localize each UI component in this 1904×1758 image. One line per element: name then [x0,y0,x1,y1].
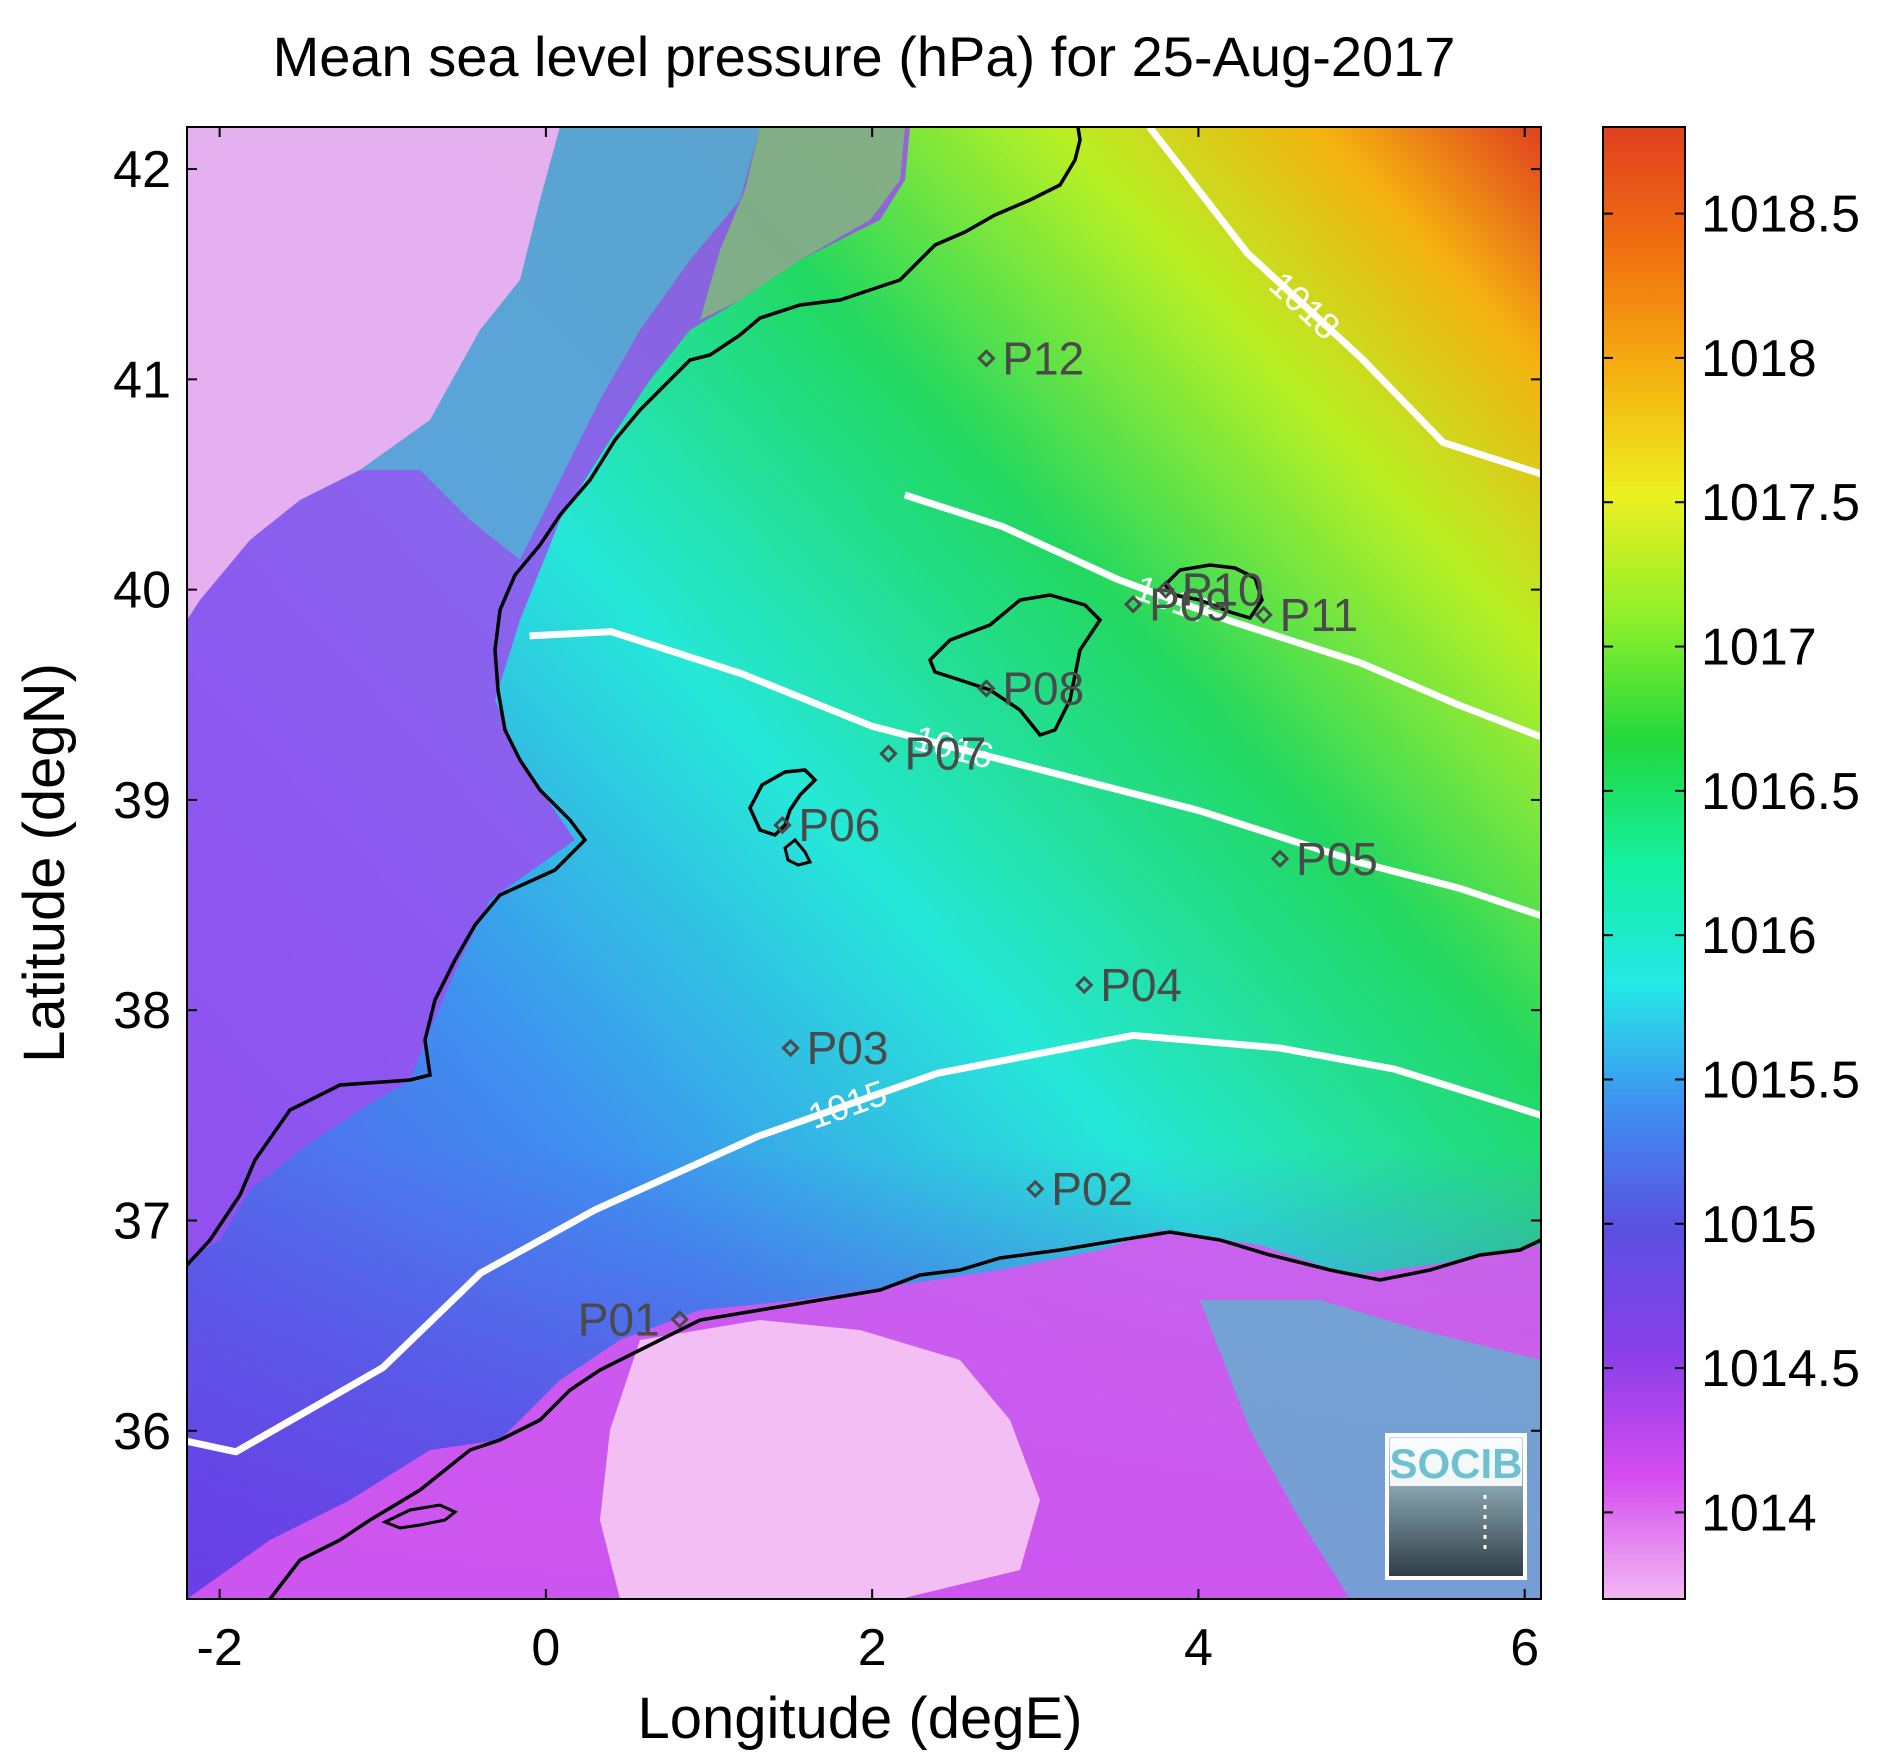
station-marker-P12 [977,349,996,368]
chart-title: Mean sea level pressure (hPa) for 25-Aug… [273,25,1456,88]
station-marker-P04 [1075,975,1094,995]
x-axis: -2 0 2 4 6 [197,127,1539,1677]
station-label-P04: P04 [1100,959,1182,1011]
y-axis-label: Latitude (degN) [12,663,77,1063]
station-marker-P10 [1156,580,1175,599]
menorca-coast [1162,563,1264,621]
y-tick-label: 37 [113,1192,171,1250]
station-marker-P09 [1123,595,1143,614]
mallorca-coast [927,593,1103,738]
station-marker-P08 [977,679,996,698]
station-label-P11: P11 [1280,589,1358,641]
station-marker-P07 [879,744,898,763]
station-label-P01: P01 [578,1293,660,1345]
y-tick-label: 36 [113,1403,171,1461]
contour-line-1015 [187,1031,1541,1456]
contour-line-1017 [903,491,1541,741]
station-label-P07: P07 [904,728,986,780]
y-tick-label: 40 [113,562,171,620]
logo-text: SOCIB [1389,1440,1522,1487]
station-label-P06: P06 [798,799,880,851]
station-label-P08: P08 [1002,662,1084,714]
formentera-coast [783,837,813,867]
colorbar-tick-label: 1014.5 [1701,1340,1860,1398]
coastline-africa [268,1230,1541,1599]
socib-logo: SOCIB [1385,1433,1527,1580]
colorbar-tick-label: 1018 [1701,330,1817,388]
colorbar-tick-label: 1017 [1701,619,1817,677]
iberia-ne-green [700,127,905,320]
colorbar-tick-label: 1016.5 [1701,763,1860,821]
y-tick-label: 38 [113,982,171,1040]
station-marker-P05 [1270,849,1290,868]
station-marker-P03 [781,1038,800,1058]
plot-frame [186,126,1542,1600]
colorbar: 1014 1014.5 1015 1015.5 1016 1016.5 1017 1017.5… [1602,126,1860,1600]
colorbar-tick-label: 1017.5 [1701,474,1860,532]
ibiza-coast [748,768,818,838]
iberia-coastal-band [360,127,760,560]
colorbar-tick-label: 1016 [1701,907,1817,965]
x-axis-label: Longitude (degE) [638,1686,1083,1751]
alboran-islet [381,1503,458,1530]
x-tick-label: 0 [531,1619,560,1677]
x-tick-label: 2 [858,1619,887,1677]
colorbar-tick-label: 1015 [1701,1196,1817,1254]
colorbar-tick-label: 1014 [1701,1484,1817,1542]
x-tick-label: 6 [1510,1619,1539,1677]
iberia-interior-highlands [187,127,560,620]
station-marker-P02 [1026,1179,1045,1199]
y-tick-label: 41 [113,351,171,409]
y-axis: 36 37 38 39 40 41 42 [113,141,1541,1461]
colorbar-gradient [1602,126,1686,1600]
station-label-P02: P02 [1051,1163,1133,1215]
station-marker-P01 [670,1310,689,1329]
colorbar-ticks: 1014 1014.5 1015 1015.5 1016 1016.5 1017 1017.5… [1603,186,1860,1542]
x-tick-label: 4 [1184,1619,1213,1677]
coastline [187,127,1082,1267]
colorbar-tick-label: 1015.5 [1701,1051,1860,1109]
station-label-P12: P12 [1002,332,1084,384]
station-marker-P11 [1254,605,1273,625]
y-tick-label: 39 [113,772,171,830]
station-label-P10: P10 [1182,564,1264,616]
contour-line-1016 [529,628,1541,919]
x-tick-label: -2 [197,1619,243,1677]
africa-pale-interior [600,1320,1040,1599]
contour-line-1018 [1146,127,1541,478]
station-label-P03: P03 [807,1022,889,1074]
y-tick-label: 42 [113,141,171,199]
station-label-P05: P05 [1296,833,1378,885]
station-marker-P06 [773,815,792,835]
colorbar-tick-label: 1018.5 [1701,186,1860,244]
